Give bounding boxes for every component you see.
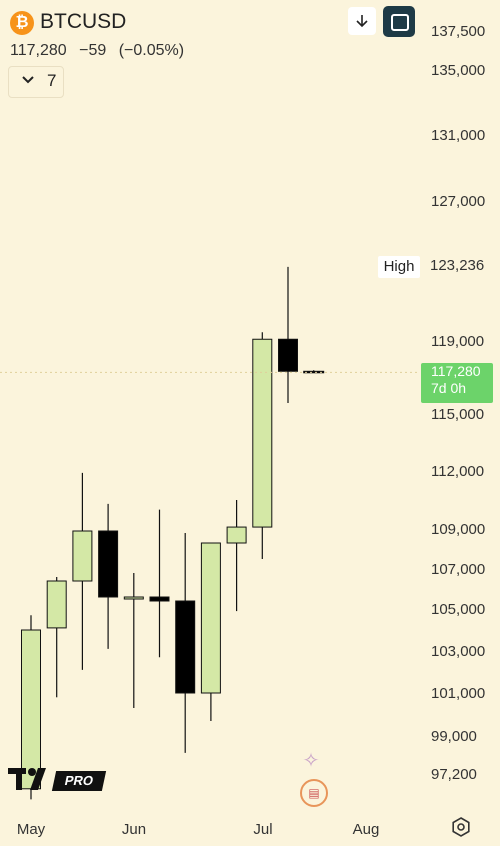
tradingview-logo-icon[interactable]: [8, 766, 54, 797]
y-tick-label: 99,000: [431, 728, 477, 745]
download-button[interactable]: [348, 7, 376, 35]
y-tick-label: 107,000: [431, 561, 485, 578]
flag-icon[interactable]: ▤: [300, 779, 328, 807]
sparkle-icon[interactable]: ✧: [302, 750, 320, 772]
candle-body[interactable]: [123, 596, 144, 600]
candle-body[interactable]: [278, 338, 298, 372]
interval-selector[interactable]: 7: [8, 66, 64, 98]
high-label: High: [378, 256, 420, 278]
candle-body[interactable]: [149, 596, 170, 602]
pro-badge: PRO: [51, 771, 107, 791]
price-change-percent: (−0.05%): [118, 42, 185, 59]
last-price: 117,280: [10, 42, 67, 59]
y-tick-label: 103,000: [431, 643, 485, 660]
x-tick-label: Jul: [253, 821, 272, 838]
candle-body[interactable]: [72, 530, 93, 582]
y-tick-label: 115,000: [431, 406, 484, 423]
candle-body[interactable]: [175, 600, 196, 694]
current-price-value: 117,280: [431, 363, 481, 379]
y-tick-label: 119,000: [431, 333, 484, 350]
candle-body[interactable]: [21, 629, 41, 790]
y-tick-label: 101,000: [431, 685, 485, 702]
y-tick-label: 131,000: [431, 127, 485, 144]
y-tick-label: 109,000: [431, 521, 485, 538]
chevron-down-icon: [21, 73, 35, 90]
y-tick-label: 127,000: [431, 193, 485, 210]
candles-group: [21, 266, 325, 800]
download-icon: [354, 14, 370, 33]
interval-value: 7: [47, 71, 57, 90]
countdown-value: 7d 0h: [431, 380, 467, 396]
current-price-badge: 117,280 7d 0h: [421, 363, 493, 403]
candle-body[interactable]: [98, 530, 119, 598]
x-tick-label: May: [17, 821, 46, 838]
price-line: 117,280 −59 (−0.05%): [10, 42, 192, 60]
high-value: 123,236: [430, 257, 485, 274]
y-tick-label: 105,000: [431, 601, 485, 618]
candle-body[interactable]: [200, 542, 221, 694]
candle-body[interactable]: [252, 338, 273, 528]
x-tick-label: Aug: [353, 821, 380, 838]
candle-body[interactable]: [226, 526, 247, 544]
candle-body[interactable]: [303, 370, 325, 374]
bitcoin-logo-icon: ₿: [10, 11, 34, 35]
x-tick-label: Jun: [122, 821, 146, 838]
y-tick-label: 97,200: [431, 766, 477, 783]
symbol-title[interactable]: BTCUSD: [40, 10, 127, 33]
fullscreen-icon: [391, 14, 409, 31]
candle-body[interactable]: [46, 580, 67, 629]
y-tick-label: 135,000: [431, 62, 485, 79]
price-change: −59: [79, 42, 107, 59]
fullscreen-button[interactable]: [383, 6, 415, 37]
gear-icon[interactable]: [450, 817, 472, 839]
y-tick-label: 112,000: [431, 463, 484, 480]
y-tick-label: 137,500: [431, 23, 485, 40]
